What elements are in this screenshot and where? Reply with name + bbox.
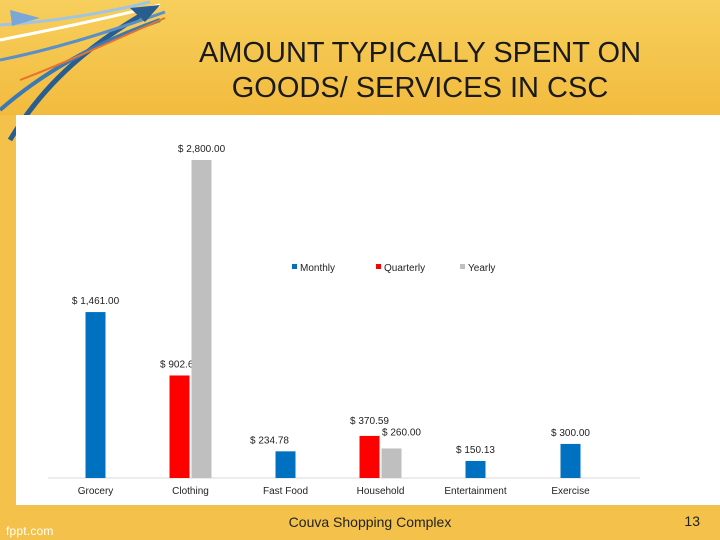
brand-mark: fppt.com bbox=[6, 524, 54, 538]
x-tick-label-clothing: Clothing bbox=[172, 486, 209, 497]
bar-fast-food-monthly bbox=[275, 451, 296, 478]
data-label-entertainment-monthly: $ 150.13 bbox=[456, 445, 495, 456]
bar-entertainment-monthly bbox=[465, 460, 486, 478]
x-tick-label-exercise: Exercise bbox=[551, 486, 590, 497]
legend-label-yearly: Yearly bbox=[468, 263, 495, 274]
data-label-household-yearly: $ 260.00 bbox=[382, 427, 421, 438]
data-label-fast-food-monthly: $ 234.78 bbox=[250, 435, 289, 446]
header-band bbox=[0, 0, 720, 115]
x-tick-label-entertainment: Entertainment bbox=[444, 486, 506, 497]
data-label-clothing-quarterly: $ 902.69 bbox=[160, 359, 199, 370]
legend-swatch-monthly bbox=[292, 264, 297, 269]
footer-text: Couva Shopping Complex bbox=[288, 514, 452, 530]
legend-label-quarterly: Quarterly bbox=[384, 263, 425, 274]
bar-household-quarterly bbox=[359, 435, 380, 478]
slide-title: AMOUNT TYPICALLY SPENT ON GOODS/ SERVICE… bbox=[160, 36, 680, 106]
data-label-clothing-yearly: $ 2,800.00 bbox=[178, 144, 226, 155]
title-line-2: GOODS/ SERVICES IN CSC bbox=[231, 72, 609, 104]
data-label-grocery-monthly: $ 1,461.00 bbox=[72, 296, 120, 307]
data-label-exercise-monthly: $ 300.00 bbox=[551, 428, 590, 439]
page-number: 13 bbox=[684, 513, 700, 529]
bar-household-yearly bbox=[381, 448, 402, 478]
bar-grocery-monthly bbox=[85, 312, 106, 478]
legend-swatch-quarterly bbox=[376, 264, 381, 269]
x-tick-label-household: Household bbox=[357, 486, 405, 497]
data-label-household-quarterly: $ 370.59 bbox=[350, 416, 389, 427]
x-tick-label-grocery: Grocery bbox=[78, 486, 114, 497]
title-line-1: AMOUNT TYPICALLY SPENT ON bbox=[198, 37, 642, 69]
legend-label-monthly: Monthly bbox=[300, 263, 335, 274]
bar-clothing-quarterly bbox=[169, 375, 190, 478]
x-tick-label-fast-food: Fast Food bbox=[263, 486, 308, 497]
legend-swatch-yearly bbox=[460, 264, 465, 269]
bar-exercise-monthly bbox=[560, 443, 581, 478]
bar-clothing-yearly bbox=[191, 160, 212, 478]
